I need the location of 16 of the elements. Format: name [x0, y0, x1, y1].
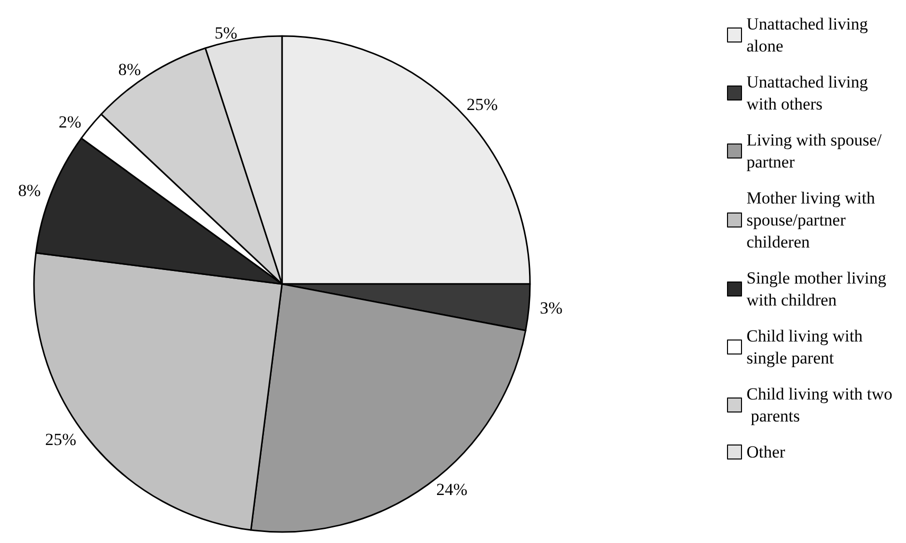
data-label: 25%: [466, 94, 498, 114]
legend-label: Child living with two parents: [746, 384, 892, 426]
data-label: 24%: [436, 480, 468, 499]
data-label: 5%: [214, 24, 238, 43]
legend-label: Unattached living alone: [746, 14, 872, 56]
legend-label: Child living with single parent: [746, 326, 867, 368]
legend-label: Single mother living with children: [746, 268, 891, 310]
legend-label: Other: [746, 442, 786, 462]
legend-label: Living with spouse/partner: [746, 130, 882, 172]
legend-label: Mother living with spouse/partner childeren: [746, 188, 880, 252]
data-label: 2%: [58, 112, 82, 132]
data-label: 8%: [118, 60, 141, 80]
legend-label: Unattached living with others: [746, 72, 872, 114]
data-label: 25%: [45, 430, 76, 450]
data-label: 8%: [18, 180, 41, 200]
data-label: 3%: [540, 298, 563, 318]
